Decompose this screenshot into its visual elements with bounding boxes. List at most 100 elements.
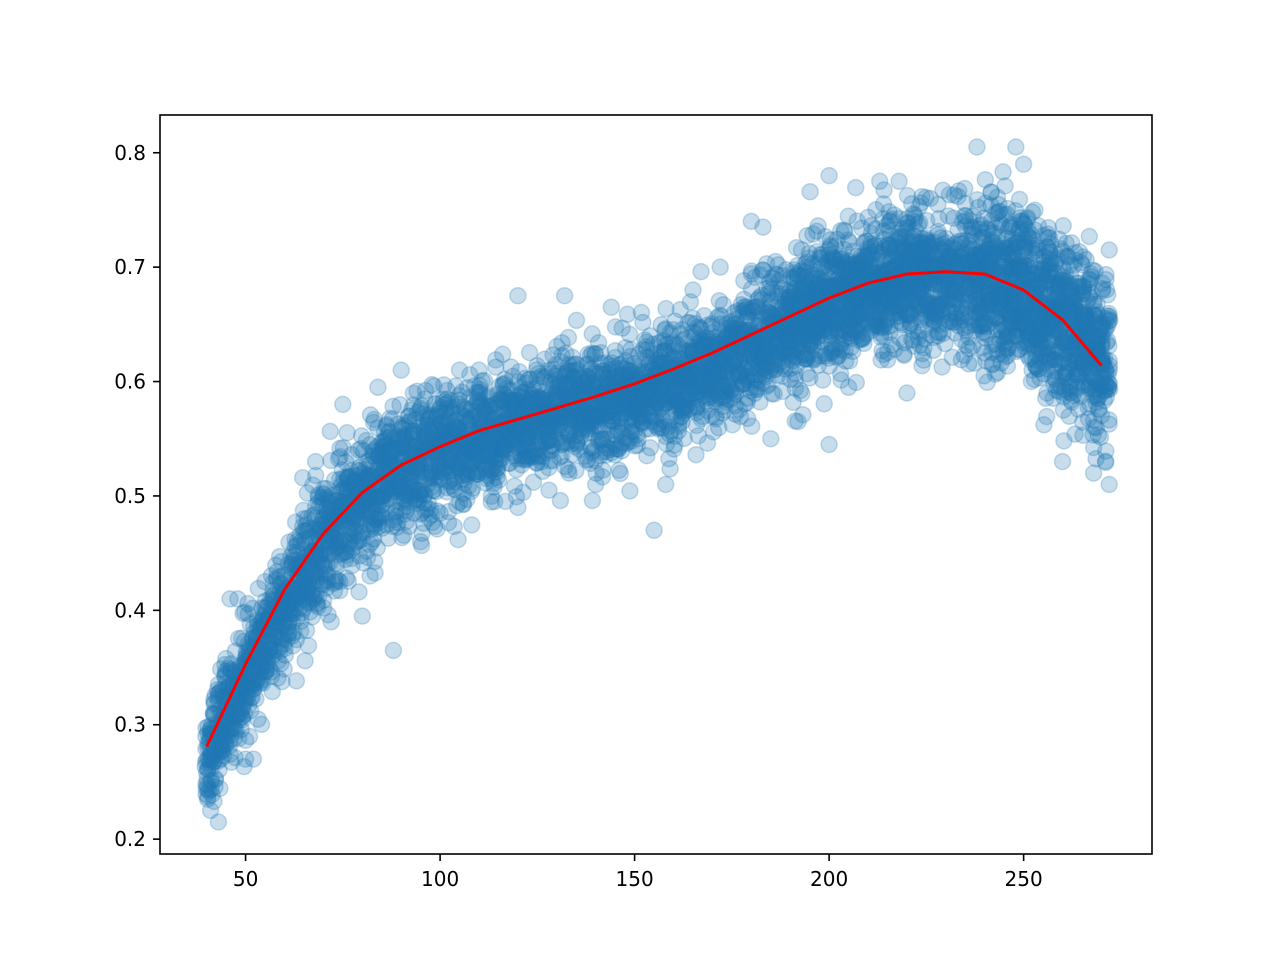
scatter-point <box>254 641 273 660</box>
scatter-point <box>205 745 223 763</box>
scatter-point <box>202 745 221 764</box>
scatter-point <box>216 662 235 680</box>
scatter-point <box>217 735 235 754</box>
scatter-point <box>218 726 237 745</box>
scatter-point <box>251 673 269 691</box>
scatter-point <box>610 461 628 480</box>
scatter-point <box>214 742 232 760</box>
scatter-point <box>253 657 272 675</box>
scatter-point <box>223 714 242 732</box>
scatter-point <box>198 776 216 794</box>
scatter-point <box>241 615 259 633</box>
scatter-point <box>233 699 251 717</box>
scatter-point <box>209 684 227 703</box>
scatter-point <box>234 604 252 623</box>
scatter-point <box>217 674 235 692</box>
scatter-point <box>692 262 710 281</box>
scatter-point <box>620 325 639 344</box>
scatter-point <box>197 779 216 798</box>
scatter-point <box>205 694 223 713</box>
scatter-point <box>199 760 217 779</box>
scatter-point <box>214 727 233 745</box>
scatter-point <box>559 328 578 347</box>
scatter-point <box>235 693 254 712</box>
scatter-point <box>350 583 368 601</box>
scatter-point <box>202 771 221 790</box>
scatter-point <box>201 772 220 791</box>
scatter-point <box>244 664 262 682</box>
scatter-point <box>212 738 230 756</box>
scatter-point <box>221 712 239 730</box>
scatter-point <box>241 675 259 693</box>
scatter-point <box>222 720 241 739</box>
scatter-point <box>252 659 270 677</box>
scatter-point <box>238 688 256 707</box>
scatter-point <box>216 666 234 685</box>
scatter-point <box>223 705 242 723</box>
scatter-point <box>234 698 252 716</box>
scatter-point <box>197 785 215 803</box>
scatter-point <box>198 760 217 779</box>
scatter-point <box>210 683 229 702</box>
scatter-point <box>257 663 275 681</box>
scatter-point <box>206 744 224 763</box>
scatter-layer <box>196 138 1119 831</box>
scatter-point <box>801 182 819 201</box>
scatter-point <box>321 422 339 441</box>
scatter-point <box>241 677 259 696</box>
scatter-point <box>203 785 221 804</box>
scatter-point <box>252 670 271 689</box>
scatter-point <box>209 691 227 709</box>
scatter-point <box>202 751 220 769</box>
scatter-point <box>200 782 218 800</box>
scatter-point <box>257 645 275 664</box>
scatter-point <box>197 775 215 794</box>
scatter-point <box>994 163 1012 181</box>
scatter-point <box>621 482 639 500</box>
scatter-point <box>641 439 660 457</box>
scatter-point <box>206 778 224 796</box>
scatter-point <box>232 705 250 723</box>
scatter-point <box>205 792 223 811</box>
scatter-point <box>227 722 246 741</box>
scatter-point <box>247 669 265 687</box>
scatter-point <box>234 710 252 729</box>
scatter-point <box>226 748 244 767</box>
scatter-point <box>287 672 306 690</box>
scatter-point <box>223 709 242 728</box>
scatter-point <box>1010 190 1029 209</box>
scatter-point <box>212 680 231 699</box>
scatter-point <box>225 719 244 737</box>
scatter-point <box>211 740 229 758</box>
scatter-point <box>234 691 252 709</box>
scatter-point <box>232 720 251 739</box>
scatter-point <box>218 723 236 741</box>
scatter-point <box>210 760 228 779</box>
scatter-point <box>242 689 260 707</box>
scatter-point <box>955 179 974 198</box>
scatter-point <box>249 710 267 728</box>
scatter-point <box>252 715 271 734</box>
scatter-point <box>248 653 266 671</box>
scatter-point <box>199 749 217 768</box>
scatter-point <box>202 746 220 764</box>
scatter-point <box>256 647 274 666</box>
scatter-point <box>243 688 262 706</box>
scatter-point <box>245 680 263 698</box>
scatter-point <box>230 690 248 709</box>
scatter-point <box>228 706 246 724</box>
scatter-point <box>209 675 228 694</box>
scatter-point <box>211 660 230 678</box>
scatter-point <box>205 693 224 712</box>
scatter-point <box>230 711 248 729</box>
scatter-point <box>199 780 217 798</box>
scatter-point <box>243 677 262 696</box>
scatter-point <box>338 423 356 442</box>
scatter-point <box>249 670 268 688</box>
scatter-point <box>214 746 233 765</box>
scatter-point <box>198 770 216 788</box>
scatter-point <box>245 618 263 636</box>
scatter-point <box>198 787 217 806</box>
scatter-point <box>205 752 223 771</box>
